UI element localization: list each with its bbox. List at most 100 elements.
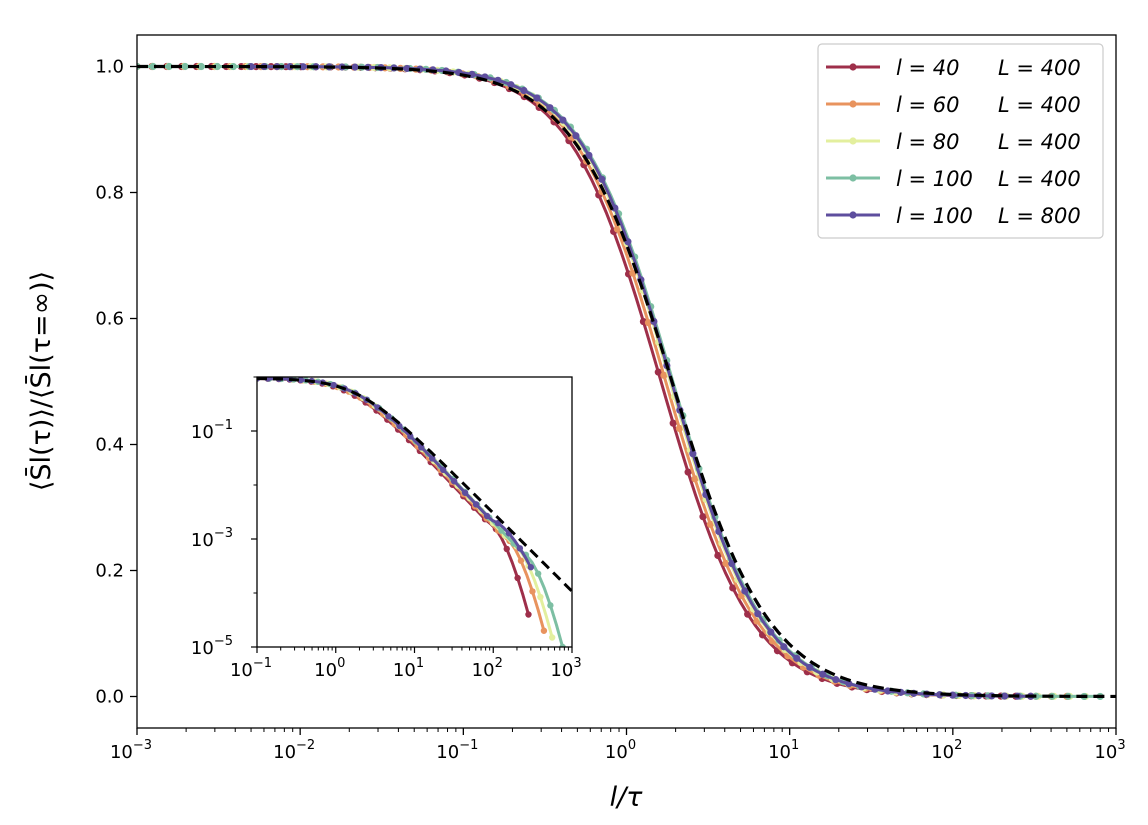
series-1-point <box>613 225 622 233</box>
series-1-point <box>722 559 730 567</box>
legend-l-label: l = 80 <box>896 130 960 154</box>
series-3-point <box>181 62 189 71</box>
inset-reference-dashed-line <box>257 377 572 593</box>
inset-series-4-point <box>450 478 458 485</box>
inset-series-4-point <box>516 545 524 552</box>
inset-plot: 10−1 100 101 102 103 10−110−310−5 <box>191 376 582 681</box>
inset-series-4-point <box>330 381 337 389</box>
main-reference-group <box>137 64 1116 699</box>
series-3-point <box>229 62 237 71</box>
inset-series-3-point <box>547 602 554 609</box>
series-1-point <box>691 475 699 483</box>
legend-l-label: l = 40 <box>896 56 960 80</box>
series-3-point <box>197 62 205 71</box>
legend-swatch-marker <box>849 174 857 182</box>
series-1-point <box>706 520 715 528</box>
series-4-point <box>741 587 749 595</box>
y-tick-label: 0.8 <box>95 183 124 204</box>
legend-L-label: L = 400 <box>998 56 1081 80</box>
inset-series-1-point <box>540 627 548 634</box>
legend-l-label: l = 60 <box>896 93 960 117</box>
legend-swatch-marker <box>849 100 857 108</box>
legend-L-label: L = 800 <box>998 204 1081 228</box>
series-4-point <box>520 86 528 95</box>
legend-swatch-marker <box>849 63 857 71</box>
legend-swatch-marker <box>849 137 857 145</box>
series-3-point <box>149 62 157 71</box>
series-0-point <box>699 513 707 521</box>
inset-series-4-point <box>439 466 447 474</box>
series-4-point <box>585 151 593 159</box>
series-0-point <box>684 468 692 476</box>
inset-series-1-point <box>517 557 525 564</box>
series-0-point <box>714 551 722 560</box>
series-4-point <box>754 610 762 618</box>
y-tick-label: 0.6 <box>95 309 124 330</box>
series-4-point <box>728 560 736 568</box>
series-4-point <box>1001 692 1009 700</box>
inset-y-tick-label: 10−5 <box>191 634 233 659</box>
legend-frame <box>817 43 1104 239</box>
legend-l-label: l = 100 <box>896 204 973 228</box>
inset-series-0-point <box>525 611 532 618</box>
series-0-point <box>729 584 737 592</box>
legend-entry: l = 40 L = 400 <box>826 56 1081 80</box>
y-tick-label: 0.2 <box>95 561 124 582</box>
y-tick-label: 0.4 <box>95 435 124 456</box>
inset-series-4-point <box>494 519 502 527</box>
series-4-point <box>351 63 359 71</box>
legend-l-label: l = 100 <box>896 167 973 191</box>
inset-series-4-point <box>407 433 414 440</box>
series-4-point <box>832 676 840 684</box>
legend-entry: l = 100 L = 400 <box>826 167 1081 191</box>
series-4-point <box>780 643 788 651</box>
series-4-point <box>247 62 255 71</box>
inset-series-3-point <box>559 643 566 647</box>
y-tick-label: 0.0 <box>95 687 124 708</box>
legend-L-label: L = 400 <box>998 130 1081 154</box>
series-3-point <box>165 62 173 71</box>
series-4-point <box>767 628 775 636</box>
inset-series-0-point <box>503 545 510 553</box>
inset-series-4-point <box>527 564 535 571</box>
inset-series-2-point <box>548 634 556 641</box>
main-plot: 10−3 10−2 10−1 100 101 102 103 0.00.20.40.60.8… <box>25 34 1126 813</box>
series-4-point <box>403 64 411 73</box>
inset-series-3-point <box>534 570 542 577</box>
inset-series-4-point <box>461 489 469 496</box>
legend-L-label: L = 400 <box>998 93 1081 117</box>
y-tick-label: 1.0 <box>95 57 124 78</box>
main-y-ticks: 0.0 0.2 0.4 0.6 0.8 1.0 <box>95 57 137 708</box>
series-4-point <box>572 132 580 140</box>
legend-entry: l = 80 L = 400 <box>826 130 1081 154</box>
series-0-point <box>744 610 752 618</box>
series-4-point <box>845 680 853 688</box>
series-4-point <box>689 450 697 458</box>
series-4-point <box>299 63 307 71</box>
legend-L-label: L = 400 <box>998 167 1081 191</box>
series-4-point <box>533 94 541 102</box>
series-4-point <box>611 204 619 212</box>
x-axis-title: l/τ <box>610 782 644 813</box>
reference-dashed-line <box>137 64 1116 699</box>
inset-series-4-point <box>396 422 403 430</box>
series-4-point <box>819 670 827 678</box>
y-axis-title: ⟨S̄l(τ)⟩/⟨S̄l(τ=∞)⟩ <box>25 271 57 491</box>
series-1-point <box>644 319 653 327</box>
series-1-point <box>675 424 684 433</box>
inset-series-1-point <box>529 588 536 595</box>
series-4-point <box>806 663 814 671</box>
inset-y-ticks: 10−110−310−5 <box>191 376 257 659</box>
series-1-point <box>660 371 668 379</box>
series-4-point <box>884 687 892 695</box>
inset-series-4-point <box>385 413 392 420</box>
inset-reference-group <box>257 377 572 593</box>
legend-entry: l = 100 L = 800 <box>826 204 1081 228</box>
series-4-point <box>559 116 567 124</box>
legend-entry: l = 60 L = 400 <box>826 93 1081 117</box>
series-4-point <box>546 104 554 112</box>
